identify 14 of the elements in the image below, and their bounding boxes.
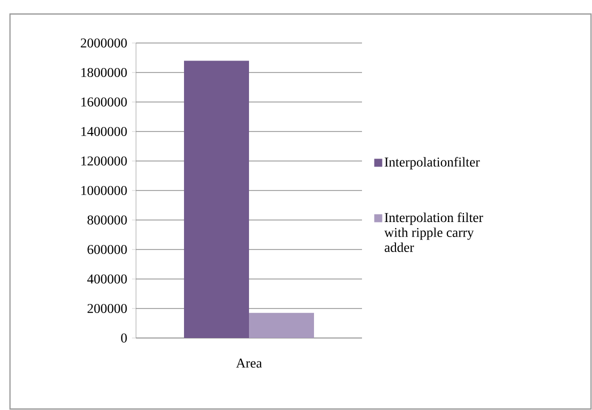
y-tick-label: 1400000 <box>81 126 127 136</box>
y-tick-label: 800000 <box>87 215 127 225</box>
legend-label: Interpolation filter with ripple carry adder <box>384 212 484 252</box>
y-tick-label: 400000 <box>87 274 127 284</box>
y-tick-label: 0 <box>121 333 127 343</box>
y-tick-label: 1200000 <box>81 156 127 166</box>
y-tick-label: 600000 <box>88 244 127 254</box>
y-tick-label: 1800000 <box>81 68 127 78</box>
x-tick-label: Area <box>236 358 262 368</box>
y-tick-label: 2000000 <box>80 38 127 48</box>
y-tick-label: 1600000 <box>81 97 127 107</box>
y-tick-label: 1000000 <box>81 186 127 196</box>
y-tick-label: 200000 <box>88 304 127 314</box>
legend-label: Interpolationfilter <box>384 157 480 170</box>
